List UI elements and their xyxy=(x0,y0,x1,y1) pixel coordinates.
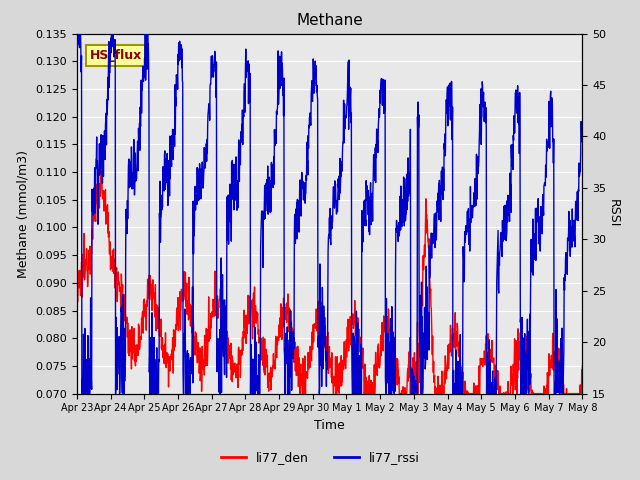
Y-axis label: Methane (mmol/m3): Methane (mmol/m3) xyxy=(17,150,30,277)
Title: Methane: Methane xyxy=(296,13,363,28)
Text: HS_flux: HS_flux xyxy=(90,49,141,62)
X-axis label: Time: Time xyxy=(314,419,345,432)
Legend: li77_den, li77_rssi: li77_den, li77_rssi xyxy=(216,446,424,469)
Y-axis label: RSSI: RSSI xyxy=(607,199,620,228)
